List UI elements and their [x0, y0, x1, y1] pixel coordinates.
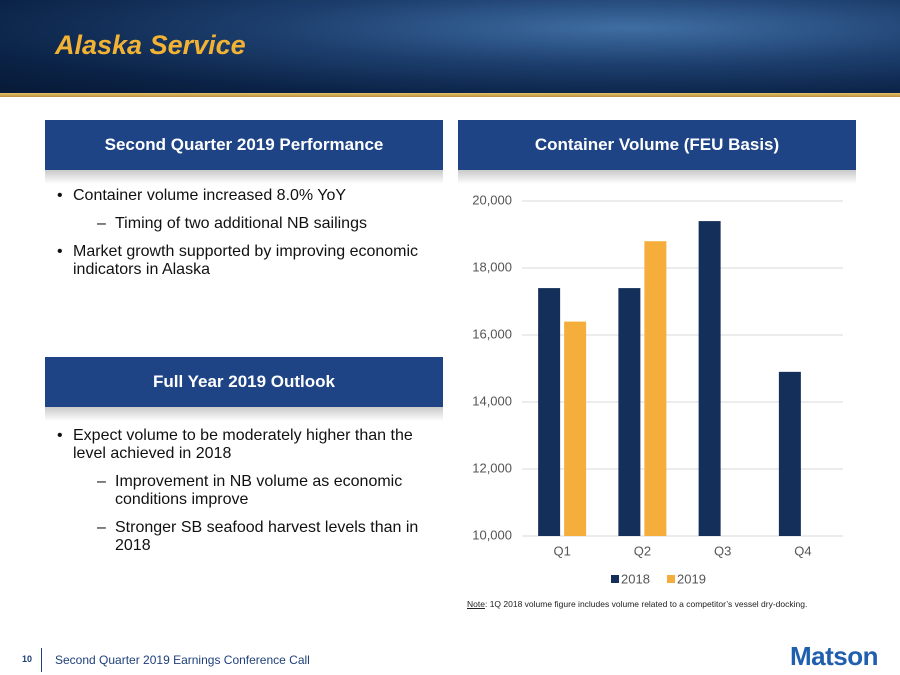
sub-bullet: Improvement in NB volume as economic con… [55, 473, 440, 509]
panel-shadow [45, 170, 443, 184]
x-tick-label: Q3 [714, 543, 731, 558]
y-tick-label: 14,000 [472, 393, 512, 408]
y-tick-label: 10,000 [472, 527, 512, 542]
x-tick-label: Q1 [553, 543, 570, 558]
slide-title: Alaska Service [55, 30, 246, 60]
legend-label: 2018 [621, 571, 650, 586]
sub-bullet: Timing of two additional NB sailings [55, 215, 440, 233]
chart-note: Note: 1Q 2018 volume figure includes vol… [467, 599, 847, 610]
bar [564, 321, 587, 536]
header-rule [0, 93, 900, 97]
bar [778, 371, 801, 536]
header-banner [0, 0, 900, 93]
legend-swatch [611, 575, 619, 583]
footer-divider [41, 648, 42, 672]
bullet-list: Expect volume to be moderately higher th… [55, 427, 440, 565]
note-label: Note [467, 599, 485, 609]
bar [618, 288, 641, 536]
y-tick-label: 12,000 [472, 460, 512, 475]
bullet: Container volume increased 8.0% YoY [55, 187, 440, 205]
note-text: : 1Q 2018 volume figure includes volume … [484, 599, 808, 609]
y-tick-label: 20,000 [472, 192, 512, 207]
y-tick-label: 16,000 [472, 326, 512, 341]
panel-shadow [458, 170, 856, 184]
bullet-list: Container volume increased 8.0% YoY Timin… [55, 187, 440, 289]
sub-bullet: Stronger SB seafood harvest levels than … [55, 519, 440, 555]
bar [644, 241, 667, 536]
panel-shadow [45, 407, 443, 421]
bullet: Market growth supported by improving eco… [55, 243, 440, 279]
bar [538, 288, 561, 536]
panel-heading: Second Quarter 2019 Performance [45, 120, 443, 170]
bullet: Expect volume to be moderately higher th… [55, 427, 440, 463]
x-tick-label: Q4 [794, 543, 811, 558]
chart-heading: Container Volume (FEU Basis) [458, 120, 856, 170]
logo: Matson [790, 641, 879, 671]
bar [698, 221, 721, 536]
x-tick-label: Q2 [634, 543, 651, 558]
y-tick-label: 18,000 [472, 259, 512, 274]
panel-heading: Full Year 2019 Outlook [45, 357, 443, 407]
legend-swatch [667, 575, 675, 583]
legend-label: 2019 [677, 571, 706, 586]
page-number: 10 [22, 654, 33, 664]
footer-text: Second Quarter 2019 Earnings Conference … [55, 653, 310, 667]
